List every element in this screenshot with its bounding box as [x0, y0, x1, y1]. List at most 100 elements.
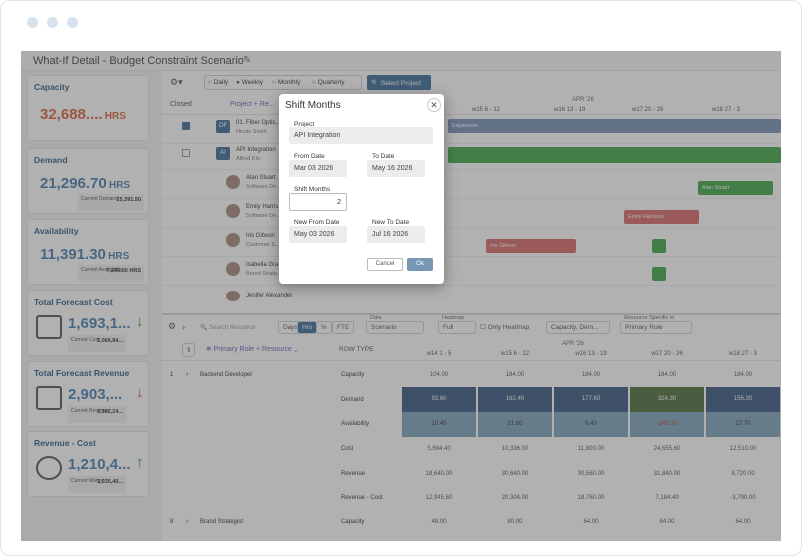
month-label: APR '26 — [562, 341, 584, 347]
search-input[interactable]: 🔍 Search Resource — [200, 325, 256, 331]
row-type: Capacity — [341, 372, 365, 378]
row-type: Revenue — [341, 471, 366, 477]
value-cell: 64.00 — [659, 519, 675, 525]
group-header[interactable]: ⛯ Primary Role + Resource ⌄ — [206, 346, 298, 353]
heatmap-cell: -140.30 — [630, 412, 704, 437]
radio-weekly[interactable]: ● Weekly — [236, 79, 263, 86]
project-field[interactable]: API Integration — [289, 127, 433, 144]
unit-fte[interactable]: FTE — [332, 321, 355, 334]
radio-quarterly[interactable]: ○ Quarterly — [312, 79, 345, 86]
forecast-revenue-card: Total Forecast Revenue 2,903,... ↓ Curre… — [27, 361, 149, 427]
value-cell: 184.00 — [581, 372, 601, 378]
data-select[interactable]: Scenario — [366, 321, 424, 334]
resource-grid-body: 1 › Backend Developer Capacity 104.00 18… — [162, 363, 781, 541]
week-header: w18 27 - 3 — [712, 107, 741, 113]
to-date-label: To Date — [372, 153, 395, 160]
month-label: APR '26 — [572, 97, 594, 103]
gantt-bar-expansion[interactable]: Expansion — [448, 119, 781, 133]
sort-button[interactable]: ⇕ — [182, 343, 196, 357]
shift-months-input[interactable]: 2 — [289, 193, 347, 211]
gantt-bar-small[interactable] — [652, 267, 666, 281]
project-label: Project — [294, 121, 315, 128]
trend-down-icon: ↓ — [136, 313, 144, 330]
gantt-bar-small[interactable] — [652, 239, 666, 253]
project-header[interactable]: Project + Re... — [230, 101, 275, 108]
value-cell: 8,720.00 — [731, 471, 755, 477]
gantt-bar-iris[interactable]: Iris Gibson — [486, 239, 576, 253]
group-name[interactable]: Brand Strategist — [200, 519, 244, 525]
project-name[interactable]: 01. Fiber Optic... — [236, 120, 281, 126]
view-toolbar: ⚙▾ ○ Daily ● Weekly ○ Monthly ○ Quarterl… — [168, 75, 778, 93]
row-type: Revenue - Cost — [341, 495, 383, 501]
table-row — [162, 285, 781, 286]
heatmap-cell: 10.40 — [402, 412, 476, 437]
unit-days[interactable]: Days — [278, 321, 303, 334]
to-date-field[interactable]: May 16 2026 — [367, 160, 425, 177]
gear-icon[interactable]: ⚙▾ — [170, 77, 183, 87]
resource-specific-select[interactable]: Primary Role — [620, 321, 692, 334]
gantt-bar-alan[interactable]: Alan Stuart — [698, 181, 773, 195]
heatmap-cell: 21.60 — [478, 412, 552, 437]
checkbox[interactable] — [182, 149, 190, 157]
cancel-button[interactable]: Cancel — [367, 258, 403, 271]
gantt-bar-api[interactable] — [448, 147, 781, 163]
demand-value: 21,296.70 HRS — [40, 175, 131, 192]
revenue-current: Current Revenue 3,102,24... — [68, 406, 126, 423]
dialog-title: Shift Months — [285, 100, 341, 111]
value-cell: 80.00 — [507, 519, 523, 525]
radio-daily[interactable]: ○ Daily — [208, 79, 229, 86]
resource-toolbar: ⚙ › 🔍 Search Resource Days Hrs % FTE Dat… — [162, 313, 781, 337]
window-dot-3[interactable] — [67, 17, 78, 28]
avatar — [226, 262, 240, 276]
trend-up-icon: ↑ — [136, 454, 144, 471]
resource-grid-header: ⇕ ⛯ Primary Role + Resource ⌄ ROW TYPE A… — [162, 339, 781, 361]
data-label: Data — [370, 315, 382, 321]
unit-percent[interactable]: % — [316, 321, 332, 334]
week-header: w15 6 - 12 — [500, 351, 530, 357]
row-type: Capacity — [341, 519, 365, 525]
window-dot-1[interactable] — [27, 17, 38, 28]
close-icon[interactable]: ✕ — [427, 98, 441, 112]
window-dot-2[interactable] — [47, 17, 58, 28]
week-header: w15 6 - 12 — [472, 107, 501, 113]
capacity-card: Capacity 32,688.... HRS — [27, 75, 149, 141]
resource-name: Jenifer Alexander — [246, 293, 293, 299]
select-project-button[interactable]: 🔍 Select Project — [367, 75, 431, 90]
chevron-right-icon[interactable]: › — [182, 322, 185, 332]
cost-icon — [36, 315, 62, 339]
from-date-field[interactable]: Mar 03 2026 — [289, 160, 347, 177]
only-heatmap-checkbox[interactable]: ☐ Only Heatmap — [480, 324, 530, 331]
radio-monthly[interactable]: ○ Monthly — [272, 79, 301, 86]
value-cell: 48.00 — [431, 519, 447, 525]
gantt-bar-emily[interactable]: Emily Harrison — [624, 210, 699, 224]
checkbox-checked[interactable] — [182, 122, 190, 130]
project-badge: AI — [216, 147, 230, 160]
cost-current: Current Cost 2,066,84... — [68, 335, 126, 352]
value-cell: 12,510.00 — [729, 446, 757, 452]
card-label: Total Forecast Revenue — [34, 368, 130, 378]
resource-specific-label: Resource Specific to — [624, 315, 675, 321]
heatmap-select[interactable]: Full — [438, 321, 476, 334]
settings-icon[interactable]: ⚙ — [168, 321, 177, 331]
resource-role: Customer S... — [246, 242, 280, 248]
measure-select[interactable]: Capacity, Dem... — [546, 321, 610, 334]
expand-icon[interactable]: › — [186, 371, 189, 378]
resource-role: Software De... — [246, 184, 281, 190]
card-label: Demand — [34, 155, 68, 165]
expand-icon[interactable]: › — [186, 518, 189, 525]
project-name[interactable]: API Integration — [236, 147, 276, 153]
value-cell: 5,694.40 — [427, 446, 451, 452]
value-cell: 12,945.60 — [425, 495, 453, 501]
ok-button[interactable]: Ok — [407, 258, 433, 271]
availability-card: Availability 11,391.30 HRS Current Avail… — [27, 219, 149, 285]
week-header: w16 13 - 19 — [575, 351, 607, 357]
avatar — [226, 175, 240, 189]
trend-down-icon: ↓ — [136, 384, 144, 401]
row-type: Demand — [341, 397, 364, 403]
card-label: Total Forecast Cost — [34, 297, 113, 307]
timescale-group — [204, 75, 362, 90]
table-row — [162, 169, 781, 170]
edit-icon[interactable]: ✎ — [243, 55, 252, 66]
card-label: Revenue - Cost — [34, 438, 96, 448]
group-name[interactable]: Backend Developer — [200, 372, 253, 378]
